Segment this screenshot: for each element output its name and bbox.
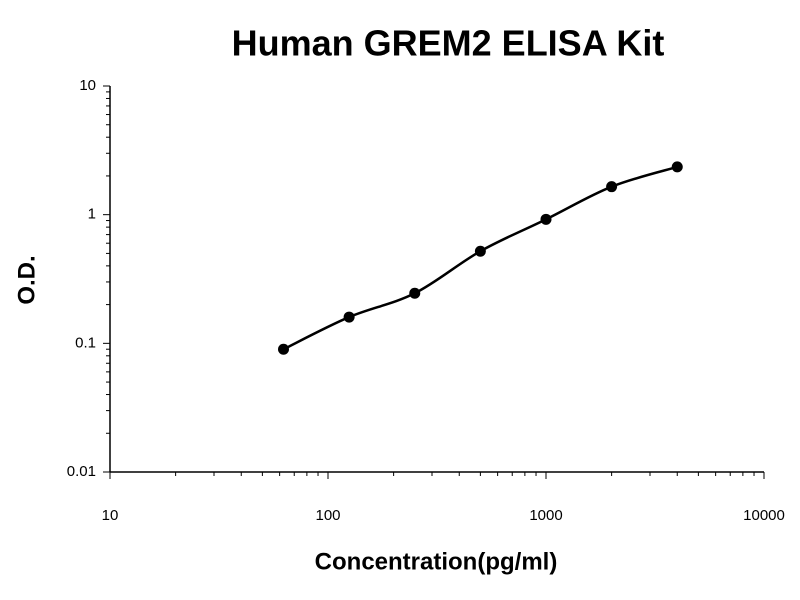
x-axis-label: Concentration(pg/ml) bbox=[315, 548, 558, 575]
x-tick-label: 10 bbox=[102, 507, 119, 524]
y-tick-label: 10 bbox=[79, 77, 96, 94]
x-tick-label: 100 bbox=[315, 507, 340, 524]
data-point bbox=[540, 213, 552, 225]
data-point bbox=[409, 287, 421, 299]
x-tick-label: 1000 bbox=[529, 507, 562, 524]
data-point bbox=[343, 311, 355, 323]
y-axis-label: O.D. bbox=[13, 255, 40, 304]
data-point bbox=[671, 161, 683, 173]
y-tick-label: 0.01 bbox=[67, 463, 96, 480]
y-tick-label: 1 bbox=[88, 206, 96, 223]
y-tick-label: 0.1 bbox=[75, 334, 96, 351]
data-point bbox=[278, 343, 290, 355]
data-point bbox=[606, 181, 618, 193]
data-point bbox=[474, 245, 486, 257]
x-tick-label: 10000 bbox=[743, 507, 785, 524]
chart-title: Human GREM2 ELISA Kit bbox=[232, 23, 665, 64]
